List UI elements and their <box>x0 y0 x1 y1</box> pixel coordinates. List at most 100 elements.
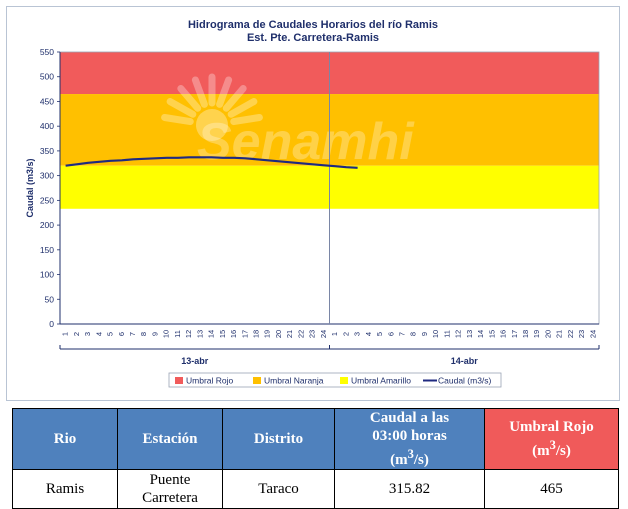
y-tick-label: 150 <box>40 245 54 255</box>
chart-title: Hidrograma de Caudales Horarios del río … <box>188 19 438 31</box>
x-tick-label: 20 <box>543 330 552 338</box>
x-tick-label: 4 <box>364 332 373 336</box>
header-estacion-label: Estación <box>142 431 198 447</box>
watermark-text: Senamhi <box>197 113 415 171</box>
watermark-ray <box>227 98 258 118</box>
x-tick-label: 21 <box>285 330 294 338</box>
y-tick-label: 500 <box>40 72 54 82</box>
watermark-ray <box>216 76 233 108</box>
watermark-sun-icon <box>161 73 263 141</box>
x-tick-label: 16 <box>229 330 238 338</box>
y-tick-label: 450 <box>40 96 54 106</box>
header-umbral-unit: (m <box>532 443 550 459</box>
y-tick-label: 0 <box>49 319 54 329</box>
x-tick-label: 15 <box>487 330 496 338</box>
legend-swatch <box>253 377 261 384</box>
x-tick-label: 7 <box>397 332 406 336</box>
x-tick-label: 6 <box>117 332 126 336</box>
header-caudal-unit-end: /s) <box>413 452 429 468</box>
x-tick-label: 14 <box>476 330 485 338</box>
senamhi-watermark: Senamhi <box>161 73 415 171</box>
header-caudal-unit: (m <box>390 452 408 468</box>
x-tick-label: 6 <box>386 332 395 336</box>
series-layer <box>65 156 358 169</box>
x-tick-label: 1 <box>330 332 339 336</box>
y-tick-label: 550 <box>40 47 54 57</box>
header-caudal-line2: 03:00 horas <box>372 428 447 444</box>
x-tick-label: 3 <box>83 332 92 336</box>
x-tick-label: 11 <box>442 330 451 338</box>
x-tick-label: 2 <box>72 332 81 336</box>
x-tick-label: 18 <box>521 330 530 338</box>
header-umbral-unit-end: /s) <box>555 443 571 459</box>
cell-estacion-line1: Puente <box>149 472 191 488</box>
x-tick-label: 7 <box>128 332 137 336</box>
y-tick-label: 50 <box>45 294 55 304</box>
x-tick-label: 5 <box>106 332 115 336</box>
station-table: Rio Estación Distrito Caudal a las 03:00… <box>12 408 619 509</box>
legend-label: Umbral Amarillo <box>351 376 411 386</box>
header-caudal-sup: 3 <box>407 447 414 461</box>
header-rio: Rio <box>12 408 118 470</box>
table-row: Ramis Puente Carretera Taraco 315.82 465 <box>12 469 619 509</box>
watermark-ray <box>230 113 263 126</box>
y-tick-label: 250 <box>40 195 54 205</box>
watermark-ray <box>191 76 208 108</box>
y-tick-label: 100 <box>40 270 54 280</box>
x-tick-label: 18 <box>252 330 261 338</box>
y-tick-label: 300 <box>40 171 54 181</box>
x-tick-label: 4 <box>94 332 103 336</box>
x-tick-label: 5 <box>375 332 384 336</box>
x-tick-label: 10 <box>431 330 440 338</box>
header-distrito-label: Distrito <box>253 431 304 447</box>
legend-swatch <box>340 377 348 384</box>
x-tick-label: 3 <box>353 332 362 336</box>
header-caudal: Caudal a las 03:00 horas (m3/s) <box>334 408 485 470</box>
x-tick-label: 22 <box>566 330 575 338</box>
cell-estacion-line2: Carretera <box>142 490 198 506</box>
x-tick-label: 23 <box>308 330 317 338</box>
x-tick-label: 15 <box>218 330 227 338</box>
x-tick-label: 19 <box>532 330 541 338</box>
x-tick-label: 9 <box>150 332 159 336</box>
x-tick-label: 10 <box>162 330 171 338</box>
chart-legend: Umbral Rojo Umbral Naranja Umbral Amarillo… <box>168 372 502 388</box>
table-header-row: Rio Estación Distrito Caudal a las 03:00… <box>12 408 619 470</box>
y-tick-label: 350 <box>40 146 54 156</box>
x-tick-label: 22 <box>296 330 305 338</box>
header-rio-label: Rio <box>53 431 77 447</box>
watermark-sun-core <box>196 109 228 141</box>
cell-rio: Ramis <box>12 469 118 509</box>
y-tick-label: 400 <box>40 121 54 131</box>
cell-umbral-rojo: 465 <box>484 469 619 509</box>
header-caudal-line1: Caudal a las <box>369 410 450 426</box>
series-line-caudal <box>65 156 358 169</box>
x-tick-label: 9 <box>420 332 429 336</box>
legend-label: Caudal (m3/s) <box>438 376 492 386</box>
x-tick-label: 19 <box>263 330 272 338</box>
x-tick-label: 8 <box>409 332 418 336</box>
legend-label: Umbral Naranja <box>264 376 324 386</box>
x-tick-label: 2 <box>341 332 350 336</box>
cell-caudal: 315.82 <box>334 469 485 509</box>
x-tick-label: 16 <box>499 330 508 338</box>
chart-frame: Hidrograma de Caudales Horarios del río … <box>6 6 620 401</box>
header-umbral-rojo: Umbral Rojo (m3/s) <box>484 408 619 470</box>
day-label: 14-abr <box>451 356 479 366</box>
legend-label: Umbral Rojo <box>186 376 234 386</box>
x-tick-label: 17 <box>510 330 519 338</box>
x-tick-label: 24 <box>319 330 328 338</box>
chart-subtitle: Est. Pte. Carretera-Ramis <box>247 32 379 44</box>
x-tick-label: 13 <box>465 330 474 338</box>
header-estacion: Estación <box>117 408 223 470</box>
day-label: 13-abr <box>181 356 209 366</box>
x-tick-label: 17 <box>240 330 249 338</box>
legend-swatch <box>175 377 183 384</box>
chart-axes: 0 50 100 150 200 250 300 350 400 450 500 550 Caudal … <box>25 47 600 366</box>
x-tick-label: 23 <box>577 330 586 338</box>
x-tick-label: 1 <box>61 332 70 336</box>
x-tick-label: 13 <box>195 330 204 338</box>
x-tick-label: 8 <box>139 332 148 336</box>
x-tick-label: 11 <box>173 330 182 338</box>
watermark-ray <box>166 98 197 118</box>
